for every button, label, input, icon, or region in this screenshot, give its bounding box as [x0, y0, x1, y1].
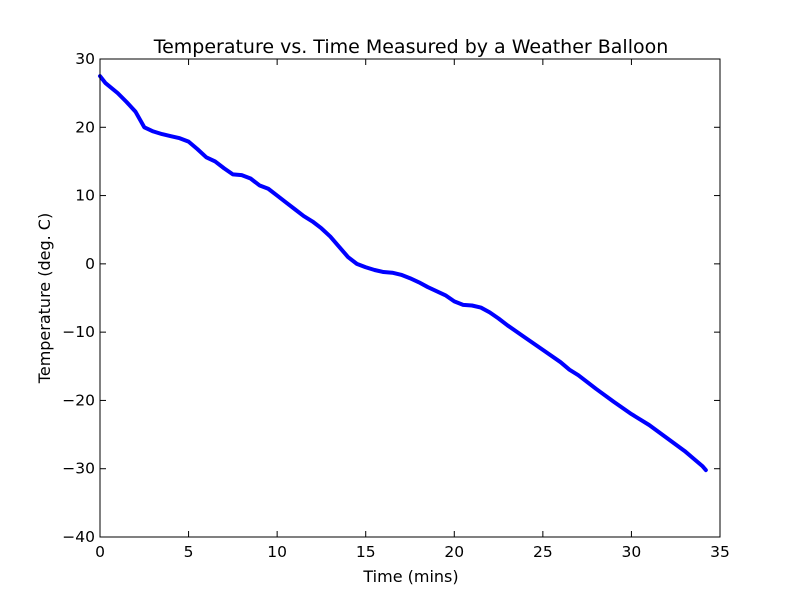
y-tick-label: −10: [62, 323, 95, 341]
y-tick-label: 30: [75, 50, 95, 68]
y-tick-label: 20: [75, 118, 95, 136]
x-tick-label: 5: [184, 543, 194, 561]
x-tick-label: 30: [622, 543, 642, 561]
plot-area-frame: [99, 58, 721, 538]
x-tick-label: 25: [533, 543, 553, 561]
x-tick-label: 20: [444, 543, 464, 561]
axis-ticks: 0 5 10 15 20 25 30 35 30 20 10 0 −10 −20 −30 −40: [62, 50, 730, 561]
y-tick-label: −40: [62, 528, 95, 546]
data-series: [98, 74, 708, 473]
y-tick-label: −30: [62, 460, 95, 478]
x-tick-label: 35: [710, 543, 730, 561]
x-tick-label: 15: [356, 543, 376, 561]
x-tick-label: 10: [267, 543, 287, 561]
y-axis-label: Temperature (deg. C): [35, 213, 54, 384]
x-tick-label: 0: [95, 543, 105, 561]
y-tick-label: 10: [75, 187, 95, 205]
temperature-line: [98, 74, 708, 473]
x-axis-label: Time (mins): [362, 567, 458, 586]
y-tick-label: 0: [85, 255, 95, 273]
chart-title: Temperature vs. Time Measured by a Weath…: [153, 36, 669, 58]
y-tick-label: −20: [62, 391, 95, 409]
